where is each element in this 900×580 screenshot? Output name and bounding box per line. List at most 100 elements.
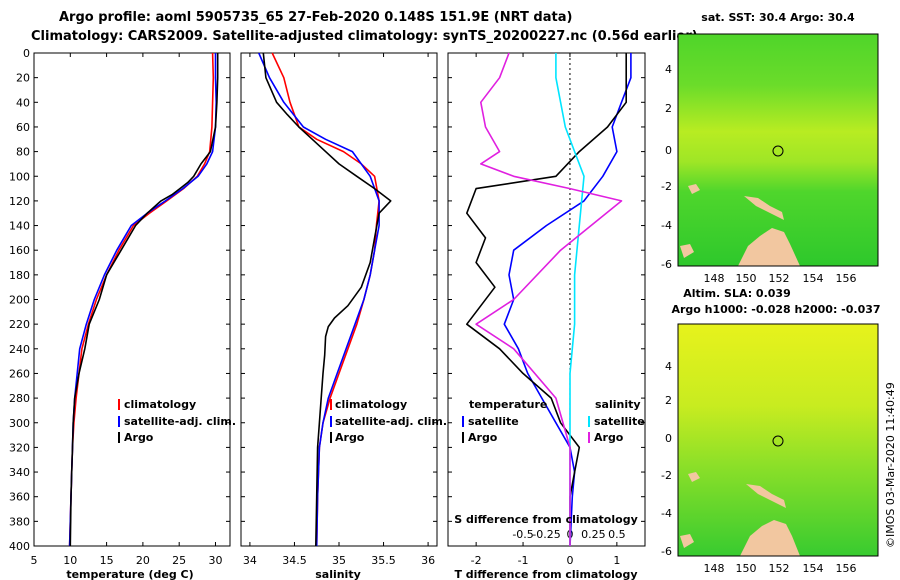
plot-frame bbox=[33, 52, 231, 547]
legend-climatology: climatology bbox=[124, 398, 196, 411]
map-ytick: 0 bbox=[665, 144, 672, 157]
x-tick-label: -1 bbox=[518, 554, 529, 567]
y-tick-label: 200 bbox=[9, 294, 30, 307]
y-tick-label: 180 bbox=[9, 269, 30, 282]
x-tick-label: 30 bbox=[208, 554, 222, 567]
sla-map-axes: 4 2 0 -2 -4 -6 148 150 152 154 156 bbox=[661, 360, 856, 575]
series-line-salinity-argo bbox=[475, 52, 623, 546]
y-tick-label: 0 bbox=[23, 47, 30, 60]
y-tick-label: 140 bbox=[9, 220, 30, 233]
plot-frame bbox=[447, 52, 646, 547]
sst-map-frame bbox=[677, 33, 879, 267]
x-tick-label: 15 bbox=[100, 554, 114, 567]
map-ytick: 2 bbox=[665, 394, 672, 407]
x-tick-label: 10 bbox=[63, 554, 77, 567]
y-tick-label: 280 bbox=[9, 392, 30, 405]
x-tick-label: -2 bbox=[471, 554, 482, 567]
y-tick-label: 160 bbox=[9, 244, 30, 257]
map-xtick: 150 bbox=[736, 272, 757, 285]
figure-title-line1: Argo profile: aoml 5905735_65 27-Feb-202… bbox=[59, 10, 572, 25]
land-new-guinea bbox=[738, 228, 800, 266]
sla-map-title: Altim. SLA: 0.039 bbox=[683, 287, 790, 300]
temperature-legend: climatology satellite-adj. clim. Argo bbox=[118, 398, 236, 444]
legend-argo: Argo bbox=[335, 431, 365, 444]
legend-argo: Argo bbox=[124, 431, 154, 444]
map-xtick: 156 bbox=[836, 272, 857, 285]
salinity-xlabel: salinity bbox=[315, 568, 361, 580]
legend-satellite: satellite-adj. clim. bbox=[124, 415, 236, 428]
series-line-climatology bbox=[68, 52, 215, 547]
s-tick-label: -0.25 bbox=[532, 528, 560, 541]
sst-map-title: sat. SST: 30.4 Argo: 30.4 bbox=[701, 11, 855, 24]
map-xtick: 148 bbox=[704, 272, 725, 285]
legend-climatology: climatology bbox=[335, 398, 407, 411]
y-tick-label: 380 bbox=[9, 515, 30, 528]
temperature-xlabel: temperature (deg C) bbox=[66, 568, 193, 580]
x-tick-label: 1 bbox=[613, 554, 620, 567]
series-line-satellite-adj-clim- bbox=[258, 52, 380, 547]
argo-location-marker bbox=[772, 435, 784, 447]
x-tick-label: 34 bbox=[243, 554, 257, 567]
map-ytick: -6 bbox=[661, 545, 672, 558]
figure-title-line2: Climatology: CARS2009. Satellite-adjuste… bbox=[31, 29, 698, 44]
y-tick-label: 360 bbox=[9, 491, 30, 504]
land-islands bbox=[680, 184, 700, 258]
salinity-legend: climatology satellite-adj. clim. Argo bbox=[330, 398, 447, 444]
y-tick-label: 60 bbox=[16, 121, 30, 134]
y-tick-label: 20 bbox=[16, 72, 30, 85]
map-xtick: 152 bbox=[769, 562, 790, 575]
x-tick-label: 0 bbox=[566, 554, 573, 567]
map-ytick: -2 bbox=[661, 469, 672, 482]
legend-s-satellite: satellite bbox=[594, 415, 645, 428]
series-line-temperature-satellite bbox=[503, 53, 632, 547]
sla-map-frame bbox=[677, 323, 879, 557]
y-tick-label: 340 bbox=[9, 466, 30, 479]
series-line-temperature-argo bbox=[465, 53, 628, 546]
map-ytick: 0 bbox=[665, 432, 672, 445]
plot-frame bbox=[240, 52, 438, 547]
y-tick-label: 100 bbox=[9, 170, 30, 183]
y-tick-label: 80 bbox=[16, 146, 30, 159]
sst-field bbox=[678, 34, 878, 266]
y-tick-label: 220 bbox=[9, 318, 30, 331]
sla-map-subtitle: Argo h1000: -0.028 h2000: -0.037 bbox=[671, 303, 880, 316]
map-xtick: 154 bbox=[803, 272, 824, 285]
imos-credit: ©IMOS 03-Mar-2020 11:40:49 bbox=[884, 382, 897, 548]
map-xtick: 148 bbox=[704, 562, 725, 575]
x-tick-label: 25 bbox=[172, 554, 186, 567]
x-tick-label: 36 bbox=[421, 554, 435, 567]
map-ytick: -6 bbox=[661, 258, 672, 271]
sst-map bbox=[677, 33, 879, 267]
map-ytick: -4 bbox=[661, 219, 672, 232]
map-ytick: -2 bbox=[661, 180, 672, 193]
s-tick-label: 0.25 bbox=[581, 528, 606, 541]
difference-xlabel: T difference from climatology bbox=[454, 568, 637, 580]
map-xtick: 156 bbox=[836, 562, 857, 575]
land-new-guinea bbox=[740, 520, 800, 556]
y-tick-label: 260 bbox=[9, 367, 30, 380]
argo-location-marker bbox=[772, 145, 784, 157]
temperature-panel: 0 20 40 60 80 100 120 140 160 180 200 220 240 260 280 3… bbox=[9, 47, 231, 567]
s-tick-label: -0.5 bbox=[512, 528, 533, 541]
map-ytick: -4 bbox=[661, 507, 672, 520]
s-tick-label: 0.5 bbox=[608, 528, 626, 541]
y-tick-label: 320 bbox=[9, 441, 30, 454]
y-tick-label: 40 bbox=[16, 96, 30, 109]
legend-title-salinity: salinity bbox=[595, 398, 641, 411]
salinity-panel: 34 34.5 35 35.5 36 bbox=[240, 52, 438, 567]
y-tick-label: 300 bbox=[9, 417, 30, 430]
difference-legend: temperature satellite Argo salinity sate… bbox=[462, 398, 645, 444]
series-line-salinity-satellite bbox=[555, 53, 585, 546]
land-new-ireland bbox=[746, 484, 786, 508]
map-ytick: 4 bbox=[665, 360, 672, 373]
series-line-satellite-adj-clim- bbox=[68, 53, 217, 547]
series-line-argo bbox=[262, 52, 392, 547]
s-difference-label: S difference from climatology bbox=[454, 513, 638, 526]
x-tick-label: 35.5 bbox=[371, 554, 396, 567]
legend-s-argo: Argo bbox=[594, 431, 624, 444]
map-ytick: 4 bbox=[665, 63, 672, 76]
sla-map bbox=[677, 323, 879, 557]
x-tick-label: 5 bbox=[31, 554, 38, 567]
map-ytick: 2 bbox=[665, 102, 672, 115]
